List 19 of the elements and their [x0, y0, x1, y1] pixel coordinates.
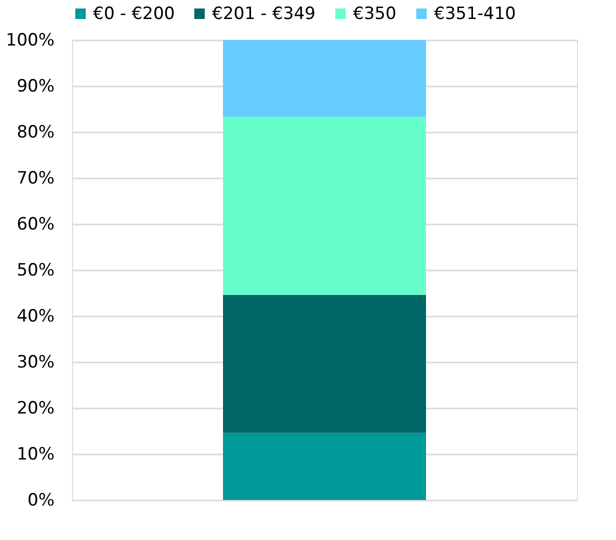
- bar: [223, 116, 426, 295]
- y-tick-label: 60%: [16, 214, 54, 234]
- y-tick-label: 10%: [16, 444, 54, 464]
- bar: [223, 294, 426, 433]
- y-tick-label: 0%: [28, 490, 54, 510]
- legend-label: €350: [353, 4, 396, 24]
- legend-label: €0 - €200: [93, 4, 175, 24]
- y-tick-label: 90%: [16, 76, 54, 96]
- legend-label: €201 - €349: [212, 4, 316, 24]
- y-tick-label: 50%: [16, 260, 54, 280]
- y-tick-label: 100%: [6, 30, 54, 50]
- legend-label: €351-410: [434, 4, 516, 24]
- y-tick-label: 40%: [16, 306, 54, 326]
- y-tick-label: 20%: [16, 398, 54, 418]
- bar: [223, 432, 426, 500]
- y-tick-label: 70%: [16, 168, 54, 188]
- y-tick-label: 80%: [16, 122, 54, 142]
- bar: [223, 40, 426, 117]
- y-tick-label: 30%: [16, 352, 54, 372]
